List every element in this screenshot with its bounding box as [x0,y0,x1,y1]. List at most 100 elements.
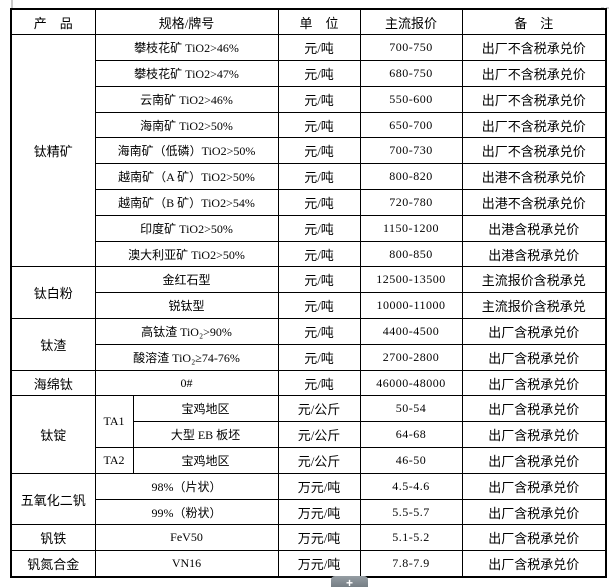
table-row: 海南矿（低磷）TiO2>50% 元/吨 700-730 出厂不含税承兑价 [11,137,607,165]
remark-cell: 出厂含税承兑价 [461,447,607,474]
spec-cell: 澳大利亚矿 TiO2>50% [94,240,279,268]
header-remark: 备 注 [461,8,607,36]
price-cell: 12500-13500 [359,266,463,294]
price-cell: 5.1-5.2 [359,524,463,552]
spec-cell: 锐钛型 [94,292,279,320]
product-cell: 钒铁 [10,524,96,552]
remark-cell: 出厂含税承兑价 [461,318,607,345]
unit-cell: 万元/吨 [277,472,361,500]
unit-cell: 元/吨 [277,189,361,216]
spec-cell: 大型 EB 板坯 [132,421,279,449]
table-row: 越南矿（B 矿）TiO2>54% 元/吨 720-780 出港不含税承兑价 [11,189,607,216]
unit-cell: 元/吨 [277,137,361,165]
spec-cell: 宝鸡地区 [132,395,279,423]
table-row: 锐钛型 元/吨 10000-11000 主流报价含税承兑 [11,292,607,320]
spec-cell: 印度矿 TiO2>50% [94,214,279,242]
product-cell: 钛精矿 [10,34,96,268]
unit-cell: 元/公斤 [277,447,361,474]
product-cell: 海绵钛 [10,369,96,397]
price-table: 产 品 规格/牌号 单 位 主流报价 备 注 钛精矿 攀枝花矿 TiO2>46%… [10,8,607,578]
table-row: 澳大利亚矿 TiO2>50% 元/吨 800-850 出港含税承兑价 [11,240,607,268]
table-row: 99%（粉状） 万元/吨 5.5-5.7 出厂含税承兑价 [11,498,607,526]
product-cell: 钛锭 [10,395,96,474]
remark-cell: 出厂含税承兑价 [461,498,607,526]
remark-cell: 出厂含税承兑价 [461,550,607,578]
price-cell: 4400-4500 [359,318,463,345]
remark-cell: 出厂不含税承兑价 [461,111,607,139]
header-unit: 单 位 [277,8,361,36]
grade-cell: TA1 [94,395,134,449]
expand-button[interactable]: + [331,576,368,587]
remark-cell: 出厂不含税承兑价 [461,85,607,113]
remark-cell: 出港不含税承兑价 [461,189,607,216]
spec-cell: 宝鸡地区 [132,447,279,474]
table-row: 钛白粉 金红石型 元/吨 12500-13500 主流报价含税承兑 [10,266,607,320]
unit-cell: 元/吨 [277,60,361,87]
spec-cell: 海南矿（低磷）TiO2>50% [94,137,279,165]
price-cell: 650-700 [359,111,463,139]
unit-cell: 元/吨 [277,214,361,242]
table-row: 钛精矿 攀枝花矿 TiO2>46% 元/吨 700-750 出厂不含税承兑价 [10,34,607,268]
table-row: 攀枝花矿 TiO2>47% 元/吨 680-750 出厂不含税承兑价 [11,60,607,87]
spec-cell: 高钛渣 TiO₂>90% [94,318,279,345]
header-row: 产 品 规格/牌号 单 位 主流报价 备 注 [10,8,607,36]
remark-cell: 出厂不含税承兑价 [461,137,607,165]
price-cell: 50-54 [359,395,463,423]
remark-cell: 出厂含税承兑价 [461,395,607,423]
price-cell: 700-730 [359,137,463,165]
unit-cell: 元/吨 [277,343,361,371]
unit-cell: 元/吨 [277,318,361,345]
table-row: 钒氮合金 VN16 万元/吨 7.8-7.9 出厂含税承兑价 [10,550,607,578]
table-row: 越南矿（A 矿）TiO2>50% 元/吨 800-820 出港不含税承兑价 [11,163,607,191]
table-row: 海绵钛 0# 元/吨 46000-48000 出厂含税承兑价 [10,369,607,397]
unit-cell: 元/公斤 [277,421,361,449]
remark-cell: 出厂含税承兑价 [461,369,607,397]
price-cell: 1150-1200 [359,214,463,242]
price-cell: 5.5-5.7 [359,498,463,526]
unit-cell: 元/吨 [277,85,361,113]
product-cell: 钛渣 [10,318,96,371]
unit-cell: 万元/吨 [277,550,361,578]
table-row: 钒铁 FeV50 万元/吨 5.1-5.2 出厂含税承兑价 [10,524,607,552]
spec-cell: 攀枝花矿 TiO2>47% [94,60,279,87]
price-cell: 800-850 [359,240,463,268]
grade-cell: TA2 [94,447,134,474]
price-cell: 4.5-4.6 [359,472,463,500]
spec-cell: 越南矿（B 矿）TiO2>54% [94,189,279,216]
product-cell: 钒氮合金 [10,550,96,578]
table-row: 五氧化二钒 98%（片状） 万元/吨 4.5-4.6 出厂含税承兑价 [10,472,607,526]
unit-cell: 元/吨 [277,369,361,397]
table-row: 钛锭 TA1 宝鸡地区 元/公斤 50-54 出厂含税承兑价 [10,395,607,474]
spec-cell: 酸溶渣 TiO₂≥74-76% [94,343,279,371]
header-price: 主流报价 [359,8,463,36]
remark-cell: 出港不含税承兑价 [461,163,607,191]
unit-cell: 元/吨 [277,163,361,191]
spec-cell: 99%（粉状） [94,498,279,526]
price-cell: 700-750 [359,34,463,62]
remark-cell: 出厂含税承兑价 [461,343,607,371]
header-product: 产 品 [10,8,96,36]
unit-cell: 元/吨 [277,111,361,139]
unit-cell: 万元/吨 [277,524,361,552]
spec-cell: FeV50 [94,524,279,552]
spec-cell: 攀枝花矿 TiO2>46% [94,34,279,62]
remark-cell: 出厂含税承兑价 [461,472,607,500]
remark-cell: 出厂含税承兑价 [461,421,607,449]
spec-cell: VN16 [94,550,279,578]
price-cell: 2700-2800 [359,343,463,371]
table-row: 云南矿 TiO2>46% 元/吨 550-600 出厂不含税承兑价 [11,85,607,113]
table-row: 钛渣 高钛渣 TiO₂>90% 元/吨 4400-4500 出厂含税承兑价 [10,318,607,371]
table-row: 印度矿 TiO2>50% 元/吨 1150-1200 出港含税承兑价 [11,214,607,242]
price-cell: 46-50 [359,447,463,474]
price-cell: 720-780 [359,189,463,216]
unit-cell: 元/吨 [277,292,361,320]
table-row: 大型 EB 板坯 元/公斤 64-68 出厂含税承兑价 [11,421,607,449]
remark-cell: 出厂不含税承兑价 [461,34,607,62]
spec-cell: 越南矿（A 矿）TiO2>50% [94,163,279,191]
remark-cell: 出厂含税承兑价 [461,524,607,552]
price-cell: 550-600 [359,85,463,113]
remark-cell: 主流报价含税承兑 [461,266,607,294]
product-cell: 五氧化二钒 [10,472,96,526]
price-cell: 800-820 [359,163,463,191]
price-cell: 46000-48000 [359,369,463,397]
